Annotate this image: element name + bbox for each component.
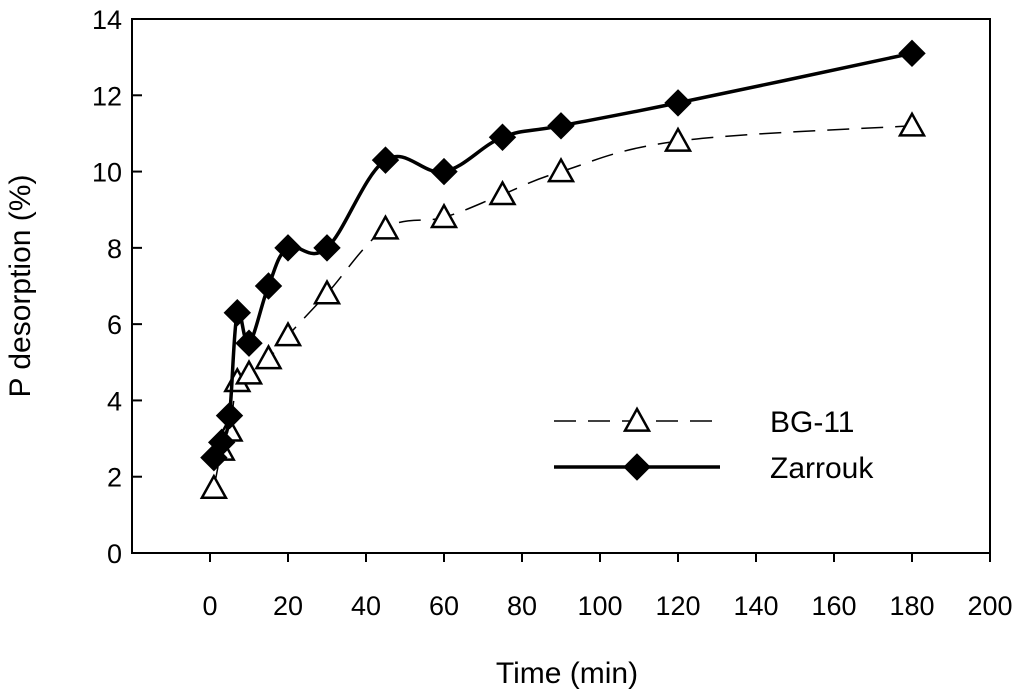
legend-marker-bg11 [622, 406, 652, 432]
x-tick-label: 180 [889, 591, 934, 621]
zarrouk-point [488, 123, 517, 151]
x-tick-label: 120 [655, 591, 700, 621]
x-tick-label: 20 [273, 591, 303, 621]
zarrouk-point [254, 272, 283, 300]
plot-frame [131, 18, 991, 554]
bg11-point [371, 214, 400, 240]
bg11-point [273, 321, 303, 347]
x-axis: 0 20 40 60 80 100 120 140 160 180 200 [202, 553, 1013, 621]
x-tick-label: 160 [811, 591, 856, 621]
x-tick-label: 0 [202, 591, 217, 621]
y-tick-label: 12 [92, 81, 122, 111]
zarrouk-point [215, 401, 244, 430]
bg11-point [312, 279, 342, 305]
legend-marker-zarrouk [623, 453, 651, 481]
zarrouk-point [547, 112, 575, 140]
zarrouk-point [235, 329, 263, 357]
x-axis-title: Time (min) [496, 657, 638, 690]
zarrouk-point [207, 428, 236, 457]
zarrouk-point [223, 298, 252, 327]
zarrouk-point [664, 89, 692, 117]
y-tick-label: 4 [107, 386, 122, 416]
bg11-point [199, 473, 229, 500]
legend-label: Zarrouk [770, 452, 874, 485]
y-tick-label: 0 [107, 539, 122, 569]
y-tick-label: 2 [107, 463, 122, 493]
bg11-point [488, 179, 517, 206]
y-tick-label: 10 [92, 158, 122, 188]
bg11-point [234, 359, 264, 385]
bg11-point [546, 156, 576, 183]
bg11-point [663, 126, 693, 152]
y-tick-label: 6 [107, 310, 122, 340]
bg11-point [254, 343, 283, 370]
series-bg-11 [199, 111, 927, 500]
legend: BG-11 Zarrouk [554, 406, 874, 485]
zarrouk-line [212, 51, 913, 459]
x-tick-label: 60 [429, 591, 459, 621]
series-zarrouk [200, 39, 926, 472]
legend-label: BG-11 [770, 406, 854, 439]
y-tick-label: 14 [92, 5, 122, 35]
x-tick-label: 40 [351, 591, 381, 621]
bg11-point [429, 202, 459, 229]
y-axis: 0 2 4 6 8 10 12 14 [92, 5, 142, 569]
series-layer [199, 39, 927, 500]
zarrouk-point [371, 146, 400, 174]
y-axis-title: P desorption (%) [4, 175, 37, 398]
x-tick-label: 200 [967, 591, 1012, 621]
zarrouk-point [898, 39, 926, 68]
bg11-point [897, 111, 927, 137]
x-tick-label: 100 [577, 591, 622, 621]
zarrouk-point [313, 234, 341, 262]
x-tick-label: 80 [507, 591, 537, 621]
zarrouk-point [430, 157, 458, 186]
x-tick-label: 140 [733, 591, 778, 621]
zarrouk-point [274, 234, 302, 262]
y-tick-label: 8 [107, 234, 122, 264]
